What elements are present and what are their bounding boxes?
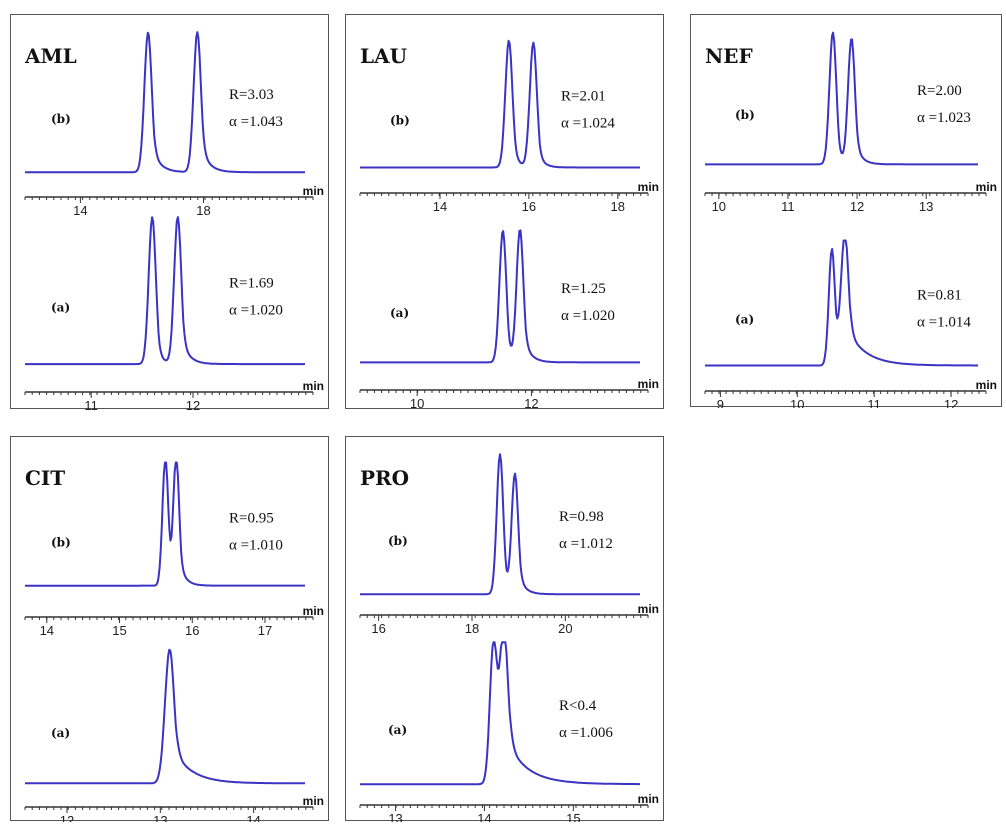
resolution-value: R=2.01 (561, 89, 606, 105)
chromatogram-panel-cit: CIT 14 15 16 17 min (b) R=0.95 α =1.010 12 13 14 min… (10, 436, 329, 822)
selectivity-value: α =1.014 (917, 315, 971, 331)
chromatogram-trace-b (360, 453, 640, 596)
tick-label: 10 (410, 396, 424, 410)
axis-unit-label: min (638, 602, 659, 616)
chart-pro: PRO 16 18 20 min (b) R=0.98 α =1.012 13 14 15 min (a… (359, 453, 659, 822)
tick-label: 12 (850, 199, 864, 214)
chromatogram-trace-a (25, 216, 305, 366)
resolution-value: R<0.4 (559, 698, 597, 714)
chromatogram-panel-aml: AML 14 18 min (b) R=3.03 α =1.043 11 12 min (a) R=1… (10, 14, 329, 410)
chart-lau: LAU 14 16 18 min (b) R=2.01 α =1.024 10 12 min (a) R… (359, 39, 659, 410)
axis-unit-label: min (303, 604, 324, 618)
tick-label: 17 (258, 623, 272, 638)
axis-unit-label: min (976, 378, 997, 392)
chromatogram-trace-b (25, 461, 305, 587)
trace-label: (b) (51, 112, 71, 126)
trace-label: (a) (388, 723, 407, 737)
tick-label: 12 (944, 397, 958, 408)
resolution-value: R=1.69 (229, 276, 274, 292)
trace-label: (b) (735, 108, 755, 122)
tick-label: 15 (566, 811, 580, 822)
tick-label: 14 (246, 813, 260, 822)
axis-unit-label: min (303, 794, 324, 808)
chromatogram-panel-lau: LAU 14 16 18 min (b) R=2.01 α =1.024 10 12 min (a) R… (345, 14, 664, 410)
chart-title: AML (24, 44, 77, 68)
chart-nef: NEF 10 11 12 13 min (b) R=2.00 α =1.023 9 10 11 12 mi… (704, 31, 997, 408)
chromatogram-trace-a (360, 229, 640, 364)
tick-label: 13 (153, 813, 167, 822)
resolution-value: R=0.98 (559, 509, 604, 525)
selectivity-value: α =1.020 (561, 308, 615, 324)
tick-label: 10 (790, 397, 804, 408)
tick-label: 11 (781, 199, 795, 214)
tick-label: 16 (371, 621, 385, 636)
resolution-value: R=1.25 (561, 281, 606, 297)
tick-label: 14 (73, 203, 87, 218)
trace-label: (a) (735, 313, 754, 327)
tick-label: 16 (522, 199, 536, 214)
tick-label: 13 (388, 811, 402, 822)
tick-label: 11 (84, 398, 98, 410)
trace-label: (a) (51, 726, 70, 740)
resolution-value: R=0.81 (917, 288, 962, 304)
tick-label: 11 (867, 397, 881, 408)
trace-label: (b) (390, 114, 410, 128)
chromatogram-panel-nef: NEF 10 11 12 13 min (b) R=2.00 α =1.023 9 10 11 12 mi… (690, 14, 1002, 408)
tick-label: 16 (185, 623, 199, 638)
axis-unit-label: min (638, 377, 659, 391)
axis-unit-label: min (303, 379, 324, 393)
tick-label: 12 (60, 813, 74, 822)
axis-unit-label: min (638, 180, 659, 194)
chart-cit: CIT 14 15 16 17 min (b) R=0.95 α =1.010 12 13 14 min… (24, 461, 324, 822)
trace-label: (b) (388, 534, 408, 548)
selectivity-value: α =1.012 (559, 536, 613, 552)
tick-label: 20 (558, 621, 572, 636)
tick-label: 12 (524, 396, 538, 410)
selectivity-value: α =1.023 (917, 110, 971, 126)
tick-label: 9 (717, 397, 724, 408)
tick-label: 14 (433, 199, 447, 214)
chart-title: LAU (360, 44, 407, 68)
axis-unit-label: min (303, 184, 324, 198)
selectivity-value: α =1.010 (229, 538, 283, 554)
chromatogram-trace-a (360, 641, 640, 786)
trace-label: (a) (51, 301, 70, 315)
chromatogram-trace-b (25, 31, 305, 174)
selectivity-value: α =1.006 (559, 725, 613, 741)
chart-title: CIT (25, 466, 65, 490)
chromatogram-panel-pro: PRO 16 18 20 min (b) R=0.98 α =1.012 13 14 15 min (a… (345, 436, 664, 822)
resolution-value: R=2.00 (917, 83, 962, 99)
chromatogram-trace-b (360, 39, 640, 169)
chromatogram-trace-a (25, 648, 305, 785)
tick-label: 18 (465, 621, 479, 636)
chart-title: PRO (360, 466, 409, 490)
selectivity-value: α =1.020 (229, 303, 283, 319)
chart-title: NEF (705, 44, 753, 68)
chromatogram-trace-a (705, 239, 978, 367)
selectivity-value: α =1.043 (229, 114, 283, 130)
tick-label: 10 (712, 199, 726, 214)
trace-label: (b) (51, 536, 71, 550)
selectivity-value: α =1.024 (561, 116, 615, 132)
tick-label: 12 (186, 398, 200, 410)
axis-unit-label: min (638, 792, 659, 806)
tick-label: 18 (196, 203, 210, 218)
chromatogram-trace-b (705, 31, 978, 166)
axis-unit-label: min (976, 180, 997, 194)
tick-label: 14 (477, 811, 491, 822)
tick-label: 18 (611, 199, 625, 214)
chart-aml: AML 14 18 min (b) R=3.03 α =1.043 11 12 min (a) R=1… (24, 31, 324, 410)
tick-label: 14 (40, 623, 54, 638)
tick-label: 13 (919, 199, 933, 214)
tick-label: 15 (112, 623, 126, 638)
resolution-value: R=0.95 (229, 511, 274, 527)
trace-label: (a) (390, 306, 409, 320)
resolution-value: R=3.03 (229, 87, 274, 103)
